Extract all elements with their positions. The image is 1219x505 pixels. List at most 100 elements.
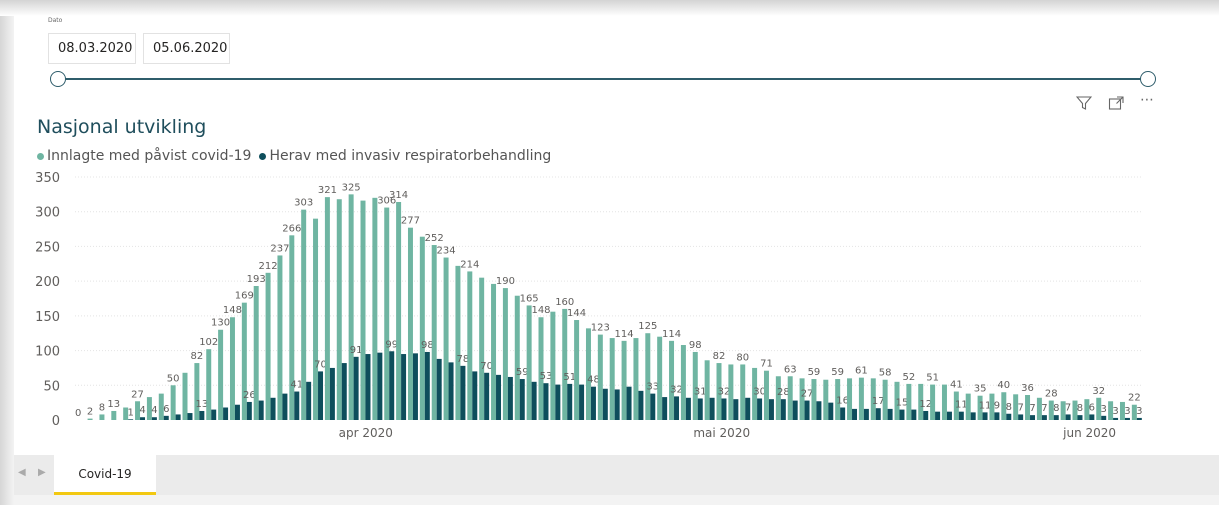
- data-label-innlagte: 0: [75, 408, 81, 419]
- bar-innlagte: [218, 329, 224, 420]
- x-tick-label: jun 2020: [1062, 426, 1116, 440]
- data-label-innlagte: 237: [270, 243, 289, 254]
- data-label-respirator: 7: [1029, 403, 1035, 414]
- data-label-innlagte: 212: [259, 261, 278, 272]
- page-tabs-bar: ◀ ▶ Covid-19: [14, 455, 1219, 495]
- bar-respirator: [424, 351, 430, 420]
- bar-innlagte: [870, 378, 876, 420]
- data-label-innlagte: 61: [855, 366, 868, 377]
- y-tick-label: 50: [43, 379, 60, 394]
- tab-prev-icon[interactable]: ◀: [18, 467, 26, 478]
- data-label-respirator: 15: [896, 398, 909, 409]
- y-tick-label: 300: [35, 206, 60, 221]
- bar-respirator: [1101, 415, 1107, 420]
- bar-respirator: [128, 419, 134, 420]
- legend-marker-1: [37, 152, 44, 160]
- bar-respirator: [1006, 413, 1012, 420]
- bar-respirator: [282, 393, 288, 420]
- bar-respirator: [223, 407, 229, 420]
- data-label-innlagte: 114: [615, 329, 634, 340]
- data-label-innlagte: 59: [831, 367, 844, 378]
- legend-item-1[interactable]: Innlagte med påvist covid-19: [37, 148, 251, 164]
- start-date-input[interactable]: 08.03.2020: [48, 33, 136, 64]
- bar-innlagte: [194, 363, 200, 420]
- bar-respirator: [614, 389, 620, 420]
- bar-respirator: [994, 412, 1000, 420]
- bar-innlagte: [716, 363, 722, 420]
- bar-innlagte: [1108, 401, 1114, 420]
- bar-innlagte: [941, 384, 947, 420]
- bar-respirator: [448, 362, 454, 420]
- x-tick-label: mai 2020: [693, 426, 750, 440]
- data-label-innlagte: 27: [131, 389, 144, 400]
- legend-item-2[interactable]: Herav med invasiv respiratorbehandling: [259, 148, 551, 164]
- y-tick-label: 250: [35, 240, 60, 255]
- data-label-innlagte: 125: [638, 321, 657, 332]
- window-edge: [0, 0, 14, 505]
- bar-innlagte: [977, 395, 983, 420]
- bar-respirator: [472, 371, 478, 420]
- bar-respirator: [531, 381, 537, 420]
- bar-innlagte: [1084, 399, 1090, 420]
- data-label-respirator: 28: [777, 387, 790, 398]
- bar-respirator: [958, 411, 964, 420]
- data-label-innlagte: 28: [1045, 389, 1058, 400]
- data-label-innlagte: 13: [107, 399, 120, 410]
- data-label-respirator: 8: [1077, 403, 1083, 414]
- bar-innlagte: [336, 199, 342, 420]
- date-range-slider-track[interactable]: [58, 78, 1148, 80]
- data-label-innlagte: 144: [567, 308, 586, 319]
- tab-covid-19[interactable]: Covid-19: [54, 455, 156, 495]
- y-tick-label: 100: [35, 345, 60, 360]
- focus-mode-icon[interactable]: [1108, 96, 1124, 114]
- bar-respirator: [460, 365, 466, 420]
- bar-innlagte: [158, 393, 164, 420]
- data-label-respirator: 13: [195, 399, 208, 410]
- bar-respirator: [365, 354, 371, 420]
- bar-innlagte: [1013, 394, 1019, 420]
- bar-innlagte: [1131, 404, 1137, 420]
- bar-respirator: [199, 410, 205, 420]
- chart-legend: Innlagte med påvist covid-19 Herav med i…: [37, 148, 551, 164]
- bar-innlagte: [562, 308, 568, 420]
- bar-respirator: [329, 367, 335, 420]
- data-label-innlagte: 58: [879, 368, 892, 379]
- bar-innlagte: [170, 385, 176, 420]
- bar-respirator: [674, 396, 680, 420]
- bar-respirator: [579, 384, 585, 420]
- bar-respirator: [1077, 415, 1083, 420]
- bar-innlagte: [858, 377, 864, 420]
- bar-respirator: [923, 410, 929, 420]
- bar-respirator: [863, 408, 869, 420]
- bar-respirator: [377, 352, 383, 420]
- end-date-input[interactable]: 05.06.2020: [143, 33, 230, 64]
- bar-innlagte: [467, 271, 473, 420]
- data-label-innlagte: 123: [591, 323, 610, 334]
- bar-respirator: [875, 408, 881, 420]
- filter-icon[interactable]: [1075, 96, 1093, 114]
- data-label-innlagte: 321: [318, 185, 337, 196]
- data-label-respirator: 59: [516, 367, 529, 378]
- data-label-respirator: 16: [836, 396, 849, 407]
- data-label-respirator: 7: [1065, 402, 1071, 413]
- slider-end-handle[interactable]: [1140, 71, 1156, 87]
- bar-innlagte: [360, 200, 366, 420]
- data-label-innlagte: 303: [294, 198, 313, 209]
- bar-innlagte: [1119, 401, 1125, 420]
- bar-respirator: [852, 408, 858, 420]
- bar-respirator: [816, 401, 822, 420]
- slider-start-handle[interactable]: [50, 71, 66, 87]
- bar-innlagte: [123, 407, 129, 420]
- bar-respirator: [270, 397, 276, 420]
- data-label-respirator: 9: [994, 400, 1000, 411]
- bar-respirator: [519, 379, 525, 420]
- data-label-respirator: 6: [1089, 402, 1095, 413]
- bar-innlagte: [728, 364, 734, 420]
- bar-respirator: [768, 399, 774, 420]
- more-options-icon[interactable]: ⋯: [1140, 92, 1154, 108]
- data-label-innlagte: 63: [784, 364, 797, 375]
- tab-next-icon[interactable]: ▶: [38, 467, 46, 478]
- data-label-innlagte: 50: [167, 373, 180, 384]
- data-label-innlagte: 130: [211, 318, 230, 329]
- bar-respirator: [709, 397, 715, 420]
